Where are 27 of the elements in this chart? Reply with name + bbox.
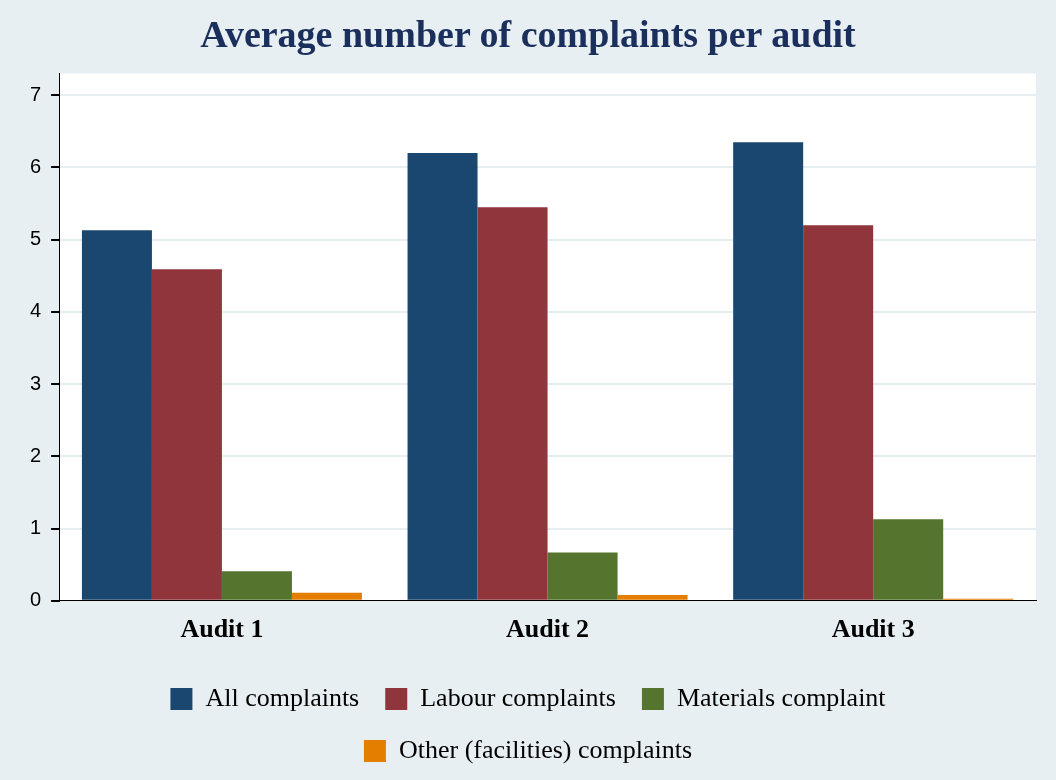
y-tick-label: 2 bbox=[30, 443, 42, 466]
x-tick-label: Audit 3 bbox=[831, 614, 915, 644]
y-tick-label: 3 bbox=[30, 371, 42, 394]
bar bbox=[547, 552, 618, 600]
bar bbox=[617, 595, 688, 600]
bar bbox=[221, 571, 292, 600]
y-tick-label: 4 bbox=[30, 299, 42, 322]
bar bbox=[407, 153, 478, 600]
y-tick-label: 5 bbox=[30, 227, 42, 250]
y-tick-label: 1 bbox=[30, 516, 42, 539]
bar bbox=[733, 142, 804, 600]
legend-label: Materials complaint bbox=[676, 682, 887, 712]
y-tick-label: 6 bbox=[30, 155, 42, 177]
legend-label: Other (facilities) complaints bbox=[398, 734, 693, 764]
bar bbox=[477, 207, 548, 600]
bar bbox=[873, 519, 944, 600]
legend-label: All complaints bbox=[205, 682, 360, 712]
y-tick-label: 0 bbox=[30, 588, 42, 611]
bar bbox=[803, 225, 874, 600]
x-tick-label: Audit 2 bbox=[506, 614, 590, 644]
bar bbox=[81, 230, 152, 600]
bar bbox=[151, 269, 222, 600]
x-tick-label: Audit 1 bbox=[180, 614, 264, 644]
bar bbox=[291, 592, 362, 600]
legend-label: Labour complaints bbox=[420, 682, 616, 712]
y-tick-label: 7 bbox=[30, 82, 42, 105]
chart-title: Average number of complaints per audit bbox=[200, 12, 857, 55]
